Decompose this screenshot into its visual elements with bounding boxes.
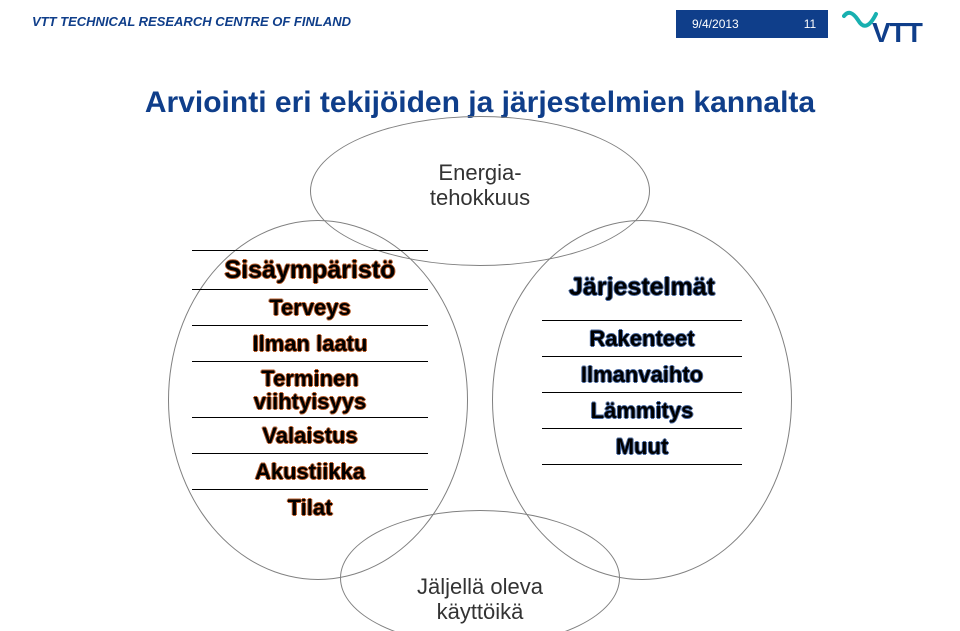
left-item: Ilman laatu [192, 326, 428, 362]
left-item: Tilat [192, 490, 428, 525]
slide-date: 9/4/2013 [676, 17, 792, 31]
left-item: Akustiikka [192, 454, 428, 490]
left-table: Sisäympäristö Terveys Ilman laatu Termin… [192, 250, 428, 525]
right-item: Ilmanvaihto [542, 356, 742, 392]
slide-title: Arviointi eri tekijöiden ja järjestelmie… [0, 86, 960, 120]
right-table: Järjestelmät Rakenteet Ilmanvaihto Lämmi… [542, 268, 742, 465]
svg-text:VTT: VTT [872, 17, 923, 48]
right-item: Lämmitys [542, 392, 742, 428]
slide-page: 11 [792, 17, 828, 31]
org-name: VTT TECHNICAL RESEARCH CENTRE OF FINLAND [32, 14, 351, 29]
left-item: Terminenviihtyisyys [192, 362, 428, 418]
top-label-line2: tehokkuus [430, 185, 530, 210]
date-badge: 9/4/2013 11 [676, 10, 828, 38]
bottom-circle-label: Jäljellä oleva käyttöikä [170, 574, 790, 625]
vtt-logo: VTT [842, 6, 942, 48]
slide: VTT TECHNICAL RESEARCH CENTRE OF FINLAND… [0, 0, 960, 631]
right-table-header: Järjestelmät [542, 268, 742, 306]
top-label-line1: Energia- [438, 160, 521, 185]
right-item: Muut [542, 428, 742, 465]
right-item: Rakenteet [542, 320, 742, 356]
venn-diagram: Energia- tehokkuus Jäljellä oleva käyttö… [170, 150, 790, 610]
slide-header: VTT TECHNICAL RESEARCH CENTRE OF FINLAND… [0, 0, 960, 48]
top-circle-label: Energia- tehokkuus [170, 160, 790, 211]
bottom-label-line2: käyttöikä [437, 599, 524, 624]
left-item: Terveys [192, 290, 428, 326]
left-table-header: Sisäympäristö [192, 251, 428, 290]
bottom-label-line1: Jäljellä oleva [417, 574, 543, 599]
left-item: Valaistus [192, 418, 428, 454]
